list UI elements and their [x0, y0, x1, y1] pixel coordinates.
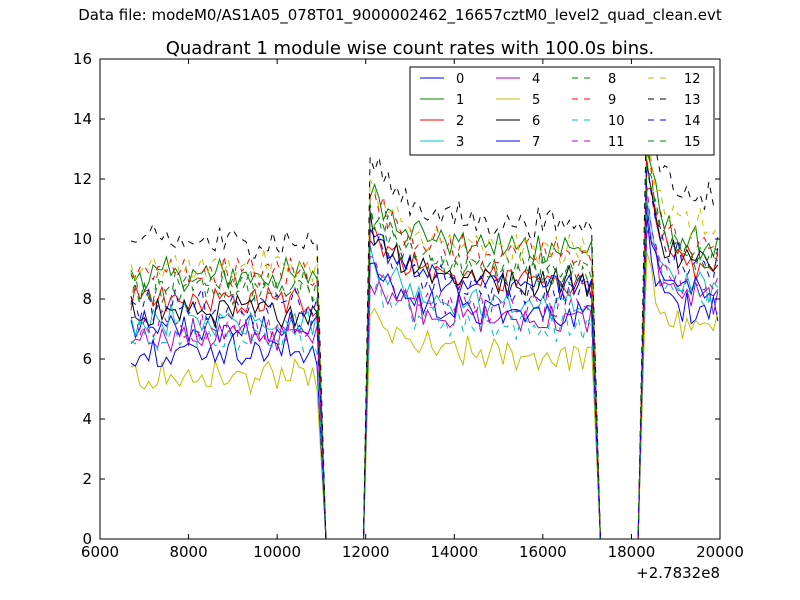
series-line-10: [130, 208, 719, 540]
y-tick-label: 0: [82, 530, 92, 548]
legend-label-5: 5: [532, 93, 540, 108]
legend-label-11: 11: [608, 135, 625, 150]
legend-label-6: 6: [532, 114, 540, 129]
series-line-5: [130, 252, 719, 540]
y-tick-label: 6: [82, 350, 92, 368]
series-layer: [130, 92, 719, 540]
legend-label-8: 8: [608, 72, 616, 87]
legend-label-9: 9: [608, 93, 616, 108]
x-tick-label: 16000: [519, 543, 567, 561]
series-line-1: [130, 151, 719, 540]
series-line-3: [130, 200, 719, 540]
x-tick-label: 20000: [696, 543, 744, 561]
legend-label-13: 13: [684, 93, 701, 108]
y-tick-label: 2: [82, 470, 92, 488]
series-line-8: [130, 166, 719, 540]
series-line-6: [130, 162, 719, 540]
series-line-13: [130, 92, 718, 540]
y-tick-label: 14: [73, 110, 92, 128]
x-tick-label: 10000: [253, 543, 301, 561]
legend-label-12: 12: [684, 72, 701, 87]
series-line-4: [130, 229, 719, 540]
legend-label-10: 10: [608, 114, 625, 129]
series-line-2: [130, 187, 719, 540]
x-tick-label: 6000: [81, 543, 119, 561]
legend-label-3: 3: [456, 135, 464, 150]
chart-title: Quadrant 1 module wise count rates with …: [166, 38, 655, 59]
legend-label-4: 4: [532, 72, 540, 87]
x-tick-label: 8000: [169, 543, 207, 561]
y-tick-label: 8: [82, 290, 92, 308]
series-line-0: [130, 214, 719, 540]
y-tick-label: 4: [82, 410, 92, 428]
series-line-14: [130, 164, 719, 540]
legend-label-7: 7: [532, 135, 540, 150]
legend-label-1: 1: [456, 93, 464, 108]
x-offset-label: +2.7832e8: [636, 564, 720, 582]
legend-label-0: 0: [456, 72, 464, 87]
y-tick-label: 10: [73, 230, 92, 248]
series-line-12: [130, 127, 719, 540]
y-tick-label: 16: [73, 50, 92, 68]
series-line-9: [130, 136, 719, 540]
data-file-label: Data file: modeM0/AS1A05_078T01_90000024…: [78, 6, 722, 24]
series-line-11: [130, 186, 719, 540]
x-tick-label: 12000: [342, 543, 390, 561]
x-tick-label: 14000: [430, 543, 478, 561]
y-tick-label: 12: [73, 170, 92, 188]
legend-label-2: 2: [456, 114, 464, 129]
series-line-15: [130, 159, 719, 540]
x-tick-label: 18000: [608, 543, 656, 561]
legend-label-15: 15: [684, 135, 701, 150]
legend-box: [409, 66, 715, 156]
legend-label-14: 14: [684, 114, 701, 129]
tick-layer: 6000 8000 10000 12000 14000 16000 18000 20000 0 2…: [73, 50, 744, 561]
